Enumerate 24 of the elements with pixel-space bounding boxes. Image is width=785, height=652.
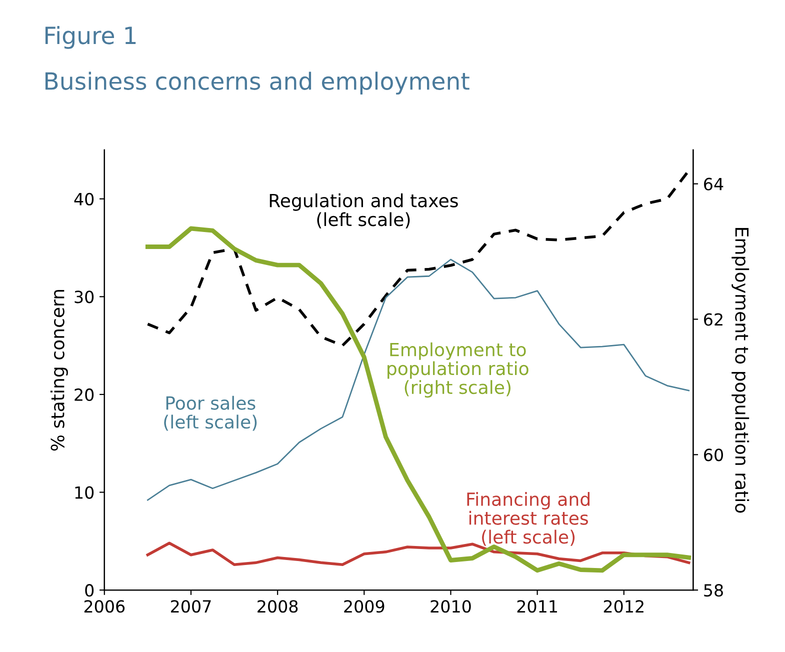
series-label: Financing and interest rates (left scale) — [467, 492, 590, 546]
x-tick-label: 2007 — [171, 600, 211, 613]
y-axis-title: % stating concern — [50, 290, 68, 451]
x-tick-label: 2011 — [517, 600, 557, 613]
x-tick-label: 2008 — [258, 600, 298, 613]
text: Poor sales (left scale) — [164, 396, 257, 431]
x-tick-label: 2012 — [604, 600, 644, 613]
chart-subtitle: Business concerns and employment — [45, 72, 470, 95]
y-tick-label: 30 — [74, 290, 94, 304]
y2-tick-label: 64 — [704, 178, 724, 190]
chart-title: Figure 1 — [45, 26, 136, 49]
y2-tick-label: 62 — [704, 313, 722, 326]
x-tick-label: 2009 — [344, 600, 384, 613]
y-tick-label: 20 — [74, 388, 94, 402]
y2-tick-label: 58 — [704, 584, 723, 597]
y2-tick-label: 60 — [704, 448, 723, 462]
y2-axis-title: Employment to population ratio — [732, 228, 750, 513]
x-tick-label: 2010 — [430, 600, 471, 613]
y-tick-label: 10 — [75, 486, 94, 499]
series-label: Employment to population ratio (right scale) — [388, 342, 528, 398]
series-label: Regulation and taxes (left scale) — [270, 193, 458, 228]
y-tick-label: 40 — [74, 192, 94, 206]
y-tick-label: 0 — [85, 584, 94, 597]
x-tick-label: 2006 — [84, 600, 125, 613]
